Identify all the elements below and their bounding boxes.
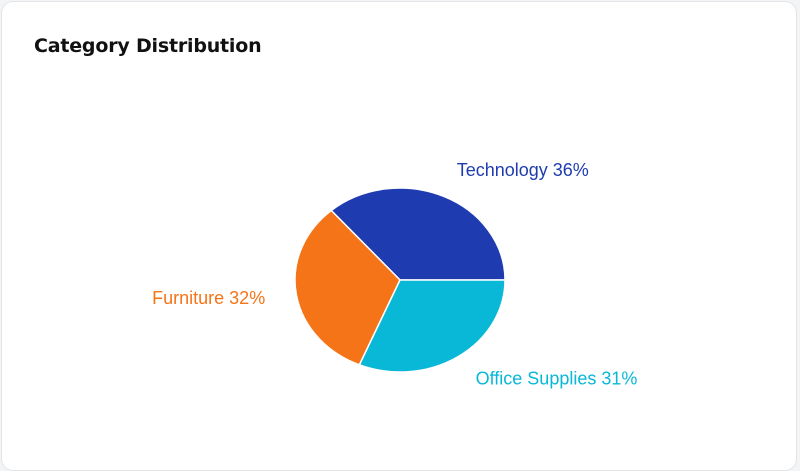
slice-label-name: Technology: [457, 160, 548, 180]
slice-label-name: Furniture: [152, 288, 224, 308]
slice-label: Technology 36%: [457, 160, 589, 180]
slice-label-value: 32%: [229, 288, 265, 308]
slice-label-name: Office Supplies: [476, 368, 597, 388]
slice-label-value: 36%: [553, 160, 589, 180]
chart-title: Category Distribution: [34, 35, 262, 57]
pie-slice: [330, 187, 506, 281]
slice-label: Office Supplies 31%: [476, 368, 638, 388]
slice-label: Furniture 32%: [152, 288, 265, 308]
slice-label-value: 31%: [601, 368, 637, 388]
pie-slice: [358, 279, 506, 373]
pie-slice: [294, 209, 401, 366]
chart: Technology 36% Furniture 32% Office Supplies…: [152, 160, 638, 388]
